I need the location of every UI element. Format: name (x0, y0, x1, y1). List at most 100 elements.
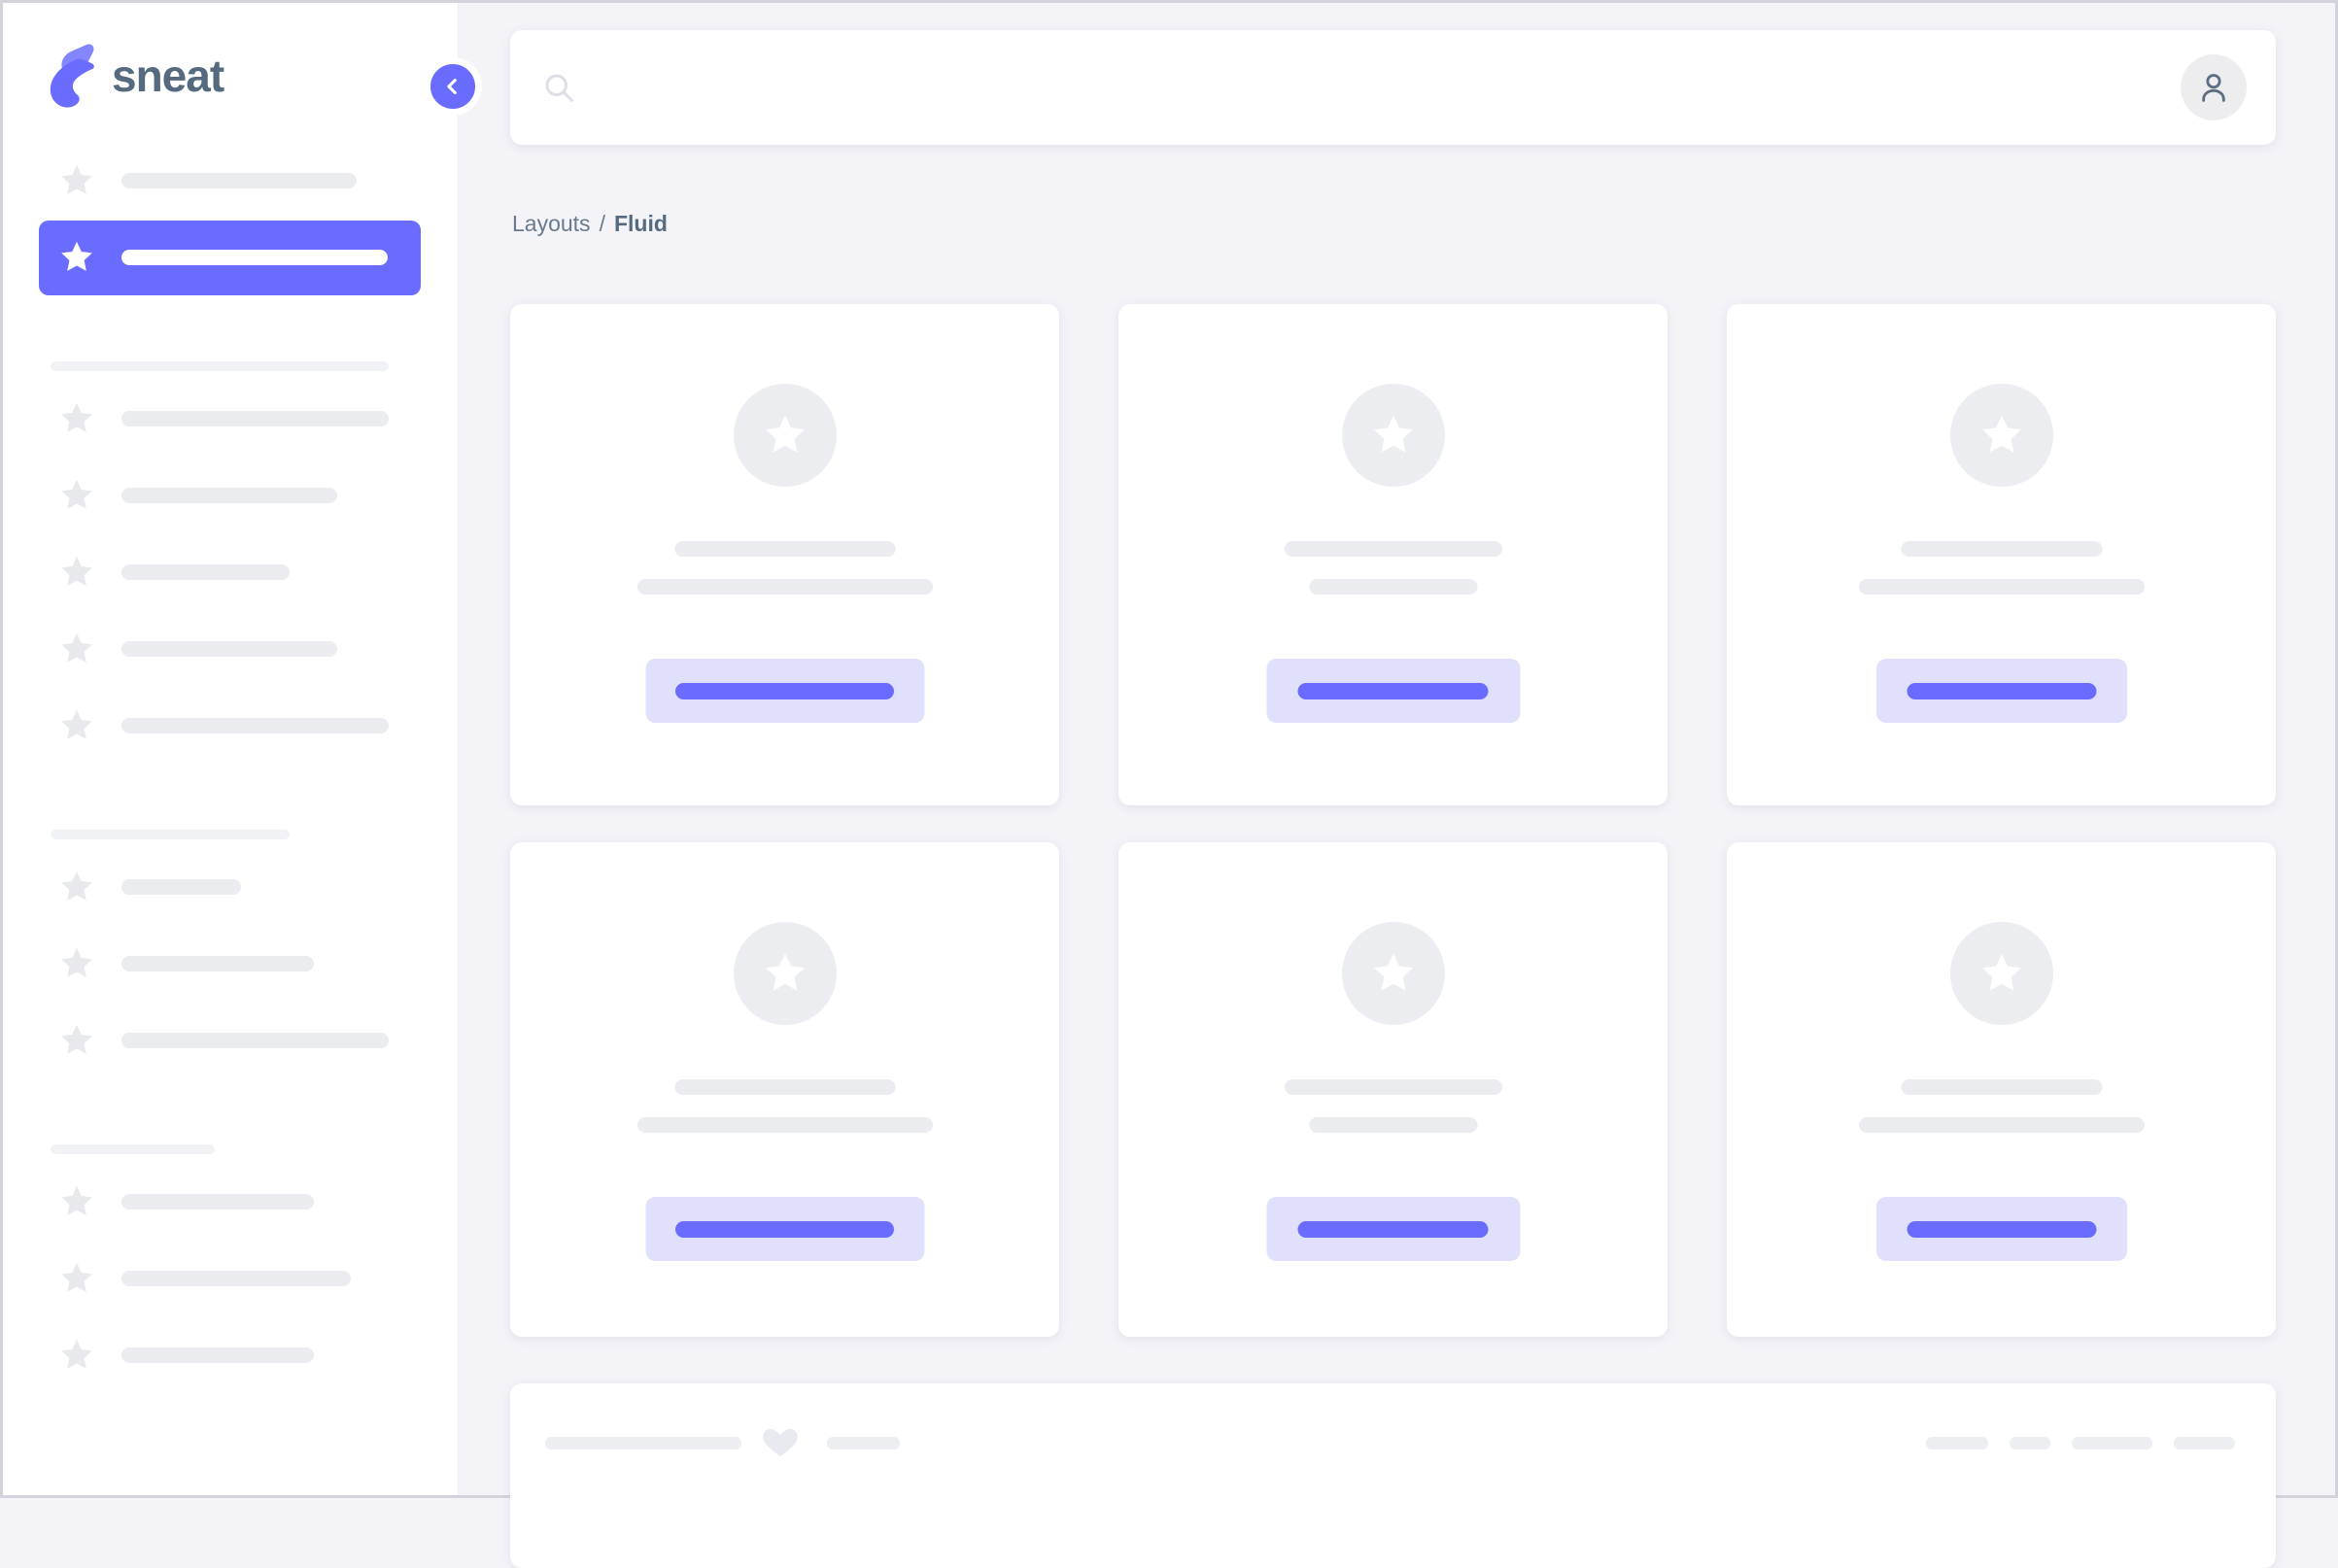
card-action-button[interactable] (1875, 1197, 2127, 1261)
sidebar-item-label-bar (121, 488, 337, 503)
card-action-button[interactable] (645, 659, 924, 723)
bottom-card-right-bars (1926, 1437, 2235, 1449)
card-subtitle-bar (1858, 1117, 2145, 1133)
sidebar-item-label-bar (121, 564, 290, 580)
sidebar-section-divider (51, 1144, 215, 1154)
sidebar-item-label-bar (121, 1271, 351, 1286)
top-navbar (510, 30, 2276, 145)
search-input[interactable] (541, 70, 600, 105)
star-icon (61, 947, 92, 977)
bottom-card-action-bar (2010, 1437, 2050, 1449)
bottom-card-action-bar (2174, 1437, 2235, 1449)
sidebar-item[interactable] (39, 1165, 421, 1240)
breadcrumb-current: Fluid (613, 211, 668, 236)
card-button-label-bar (675, 683, 894, 699)
brand-name: sneat (112, 51, 224, 101)
bottom-card-text-bar (827, 1437, 900, 1449)
card-title-bar (674, 541, 895, 557)
star-icon (1981, 953, 2021, 991)
card-button-label-bar (1297, 683, 1489, 699)
card-action-button[interactable] (1266, 1197, 1520, 1261)
sidebar-item[interactable] (39, 689, 421, 764)
sidebar-item-label-bar (121, 1033, 389, 1048)
star-icon (61, 479, 92, 509)
sidebar-item[interactable] (39, 850, 421, 925)
breadcrumb: Layouts / Fluid (512, 209, 668, 238)
sidebar-item[interactable] (39, 459, 421, 533)
breadcrumb-parent[interactable]: Layouts (512, 211, 591, 236)
card-avatar (1341, 384, 1445, 487)
sidebar-item[interactable] (39, 382, 421, 457)
placeholder-card (510, 304, 1059, 805)
sidebar-section-divider (51, 830, 290, 839)
breadcrumb-separator: / (599, 211, 605, 236)
sidebar-item[interactable] (39, 1318, 421, 1393)
card-subtitle-bar (636, 1117, 933, 1133)
sidebar-item[interactable] (39, 144, 421, 219)
placeholder-card (1727, 842, 2276, 1337)
sidebar-item[interactable] (39, 1004, 421, 1078)
card-avatar (733, 922, 837, 1025)
sneat-logo-icon (50, 44, 94, 108)
star-icon (765, 953, 805, 991)
brand: sneat (46, 42, 224, 110)
sidebar-item[interactable] (39, 927, 421, 1002)
sidebar-menu (3, 3, 458, 1495)
star-icon (61, 632, 92, 663)
sidebar-item-label-bar (121, 1194, 314, 1210)
sidebar-item[interactable] (39, 535, 421, 610)
card-avatar (1341, 922, 1445, 1025)
placeholder-card (1727, 304, 2276, 805)
card-action-button[interactable] (1875, 659, 2127, 723)
sidebar-collapse-button[interactable] (424, 57, 482, 116)
sidebar-item-label-bar (121, 411, 389, 426)
sidebar-section-divider (51, 361, 389, 371)
sidebar-item-label-bar (121, 1347, 314, 1363)
star-icon (61, 1185, 92, 1215)
card-button-label-bar (1907, 683, 2096, 699)
card-avatar (1949, 384, 2053, 487)
star-icon (765, 415, 805, 453)
card-action-button[interactable] (645, 1197, 924, 1261)
user-avatar-button[interactable] (2181, 54, 2247, 120)
sidebar-item-label-bar (121, 250, 388, 265)
card-title-bar (1284, 1079, 1502, 1095)
sidebar-item-label-bar (121, 641, 337, 657)
sidebar-item-label-bar (121, 956, 314, 971)
star-icon (61, 1262, 92, 1292)
sidebar-item[interactable] (39, 1242, 421, 1316)
card-action-button[interactable] (1266, 659, 1520, 723)
card-subtitle-bar (1309, 579, 1477, 595)
bottom-card (510, 1383, 2276, 1568)
sidebar-item-active[interactable] (39, 220, 421, 295)
card-subtitle-bar (1858, 579, 2145, 595)
chevron-left-icon (447, 79, 457, 94)
star-icon (61, 402, 92, 432)
card-title-bar (674, 1079, 895, 1095)
card-title-bar (1901, 1079, 2102, 1095)
sidebar-item-label-bar (121, 173, 357, 188)
sidebar-item-label-bar (121, 718, 389, 733)
star-icon (61, 1024, 92, 1054)
star-icon (1373, 953, 1413, 991)
card-subtitle-bar (1309, 1117, 1477, 1133)
card-subtitle-bar (636, 579, 933, 595)
placeholder-card (510, 842, 1059, 1337)
star-icon (61, 241, 92, 271)
bottom-card-action-bar (2072, 1437, 2152, 1449)
card-button-label-bar (1297, 1221, 1489, 1238)
heart-icon (763, 1428, 798, 1456)
star-icon (61, 164, 92, 194)
sidebar-item-label-bar (121, 879, 241, 895)
card-title-bar (1901, 541, 2102, 557)
placeholder-card (1118, 304, 1668, 805)
star-icon (61, 1339, 92, 1369)
star-icon (61, 870, 92, 901)
placeholder-card (1118, 842, 1668, 1337)
sidebar-item[interactable] (39, 612, 421, 687)
bottom-card-text-bar (545, 1437, 741, 1449)
bottom-card-action-bar (1926, 1437, 1988, 1449)
card-avatar (1949, 922, 2053, 1025)
star-icon (61, 709, 92, 739)
